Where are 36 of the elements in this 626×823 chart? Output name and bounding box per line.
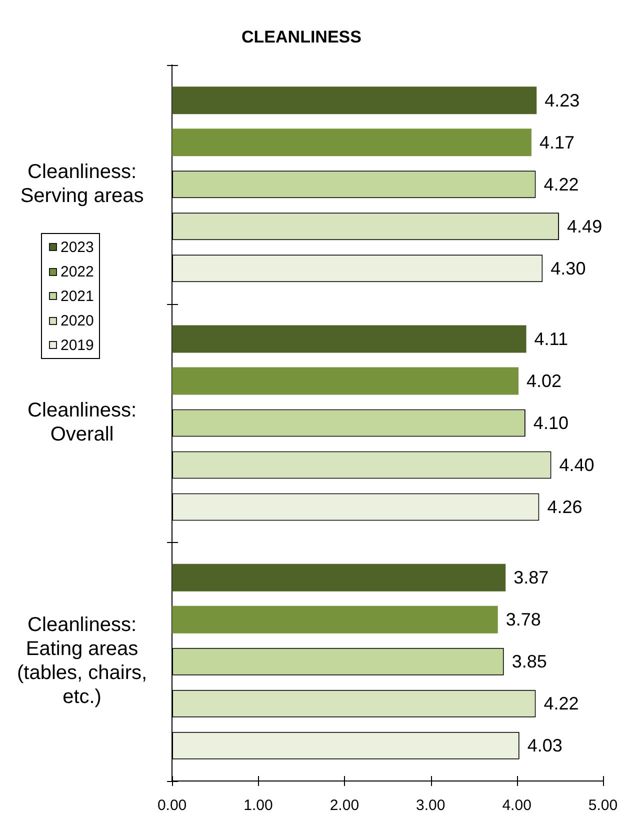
bar [172,86,537,114]
data-label: 4.10 [533,412,568,433]
data-label: 3.85 [512,652,547,672]
data-label: 4.11 [534,328,568,349]
legend-label: 2020 [60,312,94,330]
data-label: 4.17 [539,132,575,152]
legend-label: 2021 [60,288,94,305]
bar [172,606,498,634]
legend-label: 2023 [60,238,94,256]
bar [172,128,532,156]
data-label: 4.22 [544,174,579,194]
x-tick-label: 0.00 [157,797,187,814]
x-tick-label: 2.00 [330,797,360,814]
y-tick-label: Cleanliness: Eating areas (tables, chairs, etc.) [16,614,148,708]
data-label: 4.49 [567,216,602,236]
data-label: 4.30 [550,258,586,278]
legend-label: 2019 [60,336,94,354]
chart-title: CLEANLINESS [242,27,362,46]
bar [172,367,519,395]
bar [172,325,526,353]
data-label: 4.23 [544,90,580,110]
data-label: 4.40 [559,454,594,475]
data-label: 3.87 [514,568,549,588]
x-tick-label: 1.00 [244,797,273,814]
data-label: 4.26 [547,496,582,517]
bar [172,564,506,592]
legend-label: 2022 [60,263,94,280]
data-label: 4.02 [526,370,562,391]
x-tick-label: 4.00 [502,797,532,814]
y-tick-label: Cleanliness: Serving areas [20,160,144,207]
data-label: 4.22 [544,694,579,714]
data-label: 4.03 [527,736,562,756]
y-tick-label: Cleanliness: Overall [28,400,136,446]
data-label: 3.78 [506,610,541,630]
x-tick-label: 3.00 [416,797,446,814]
x-tick-label: 5.00 [588,797,618,814]
